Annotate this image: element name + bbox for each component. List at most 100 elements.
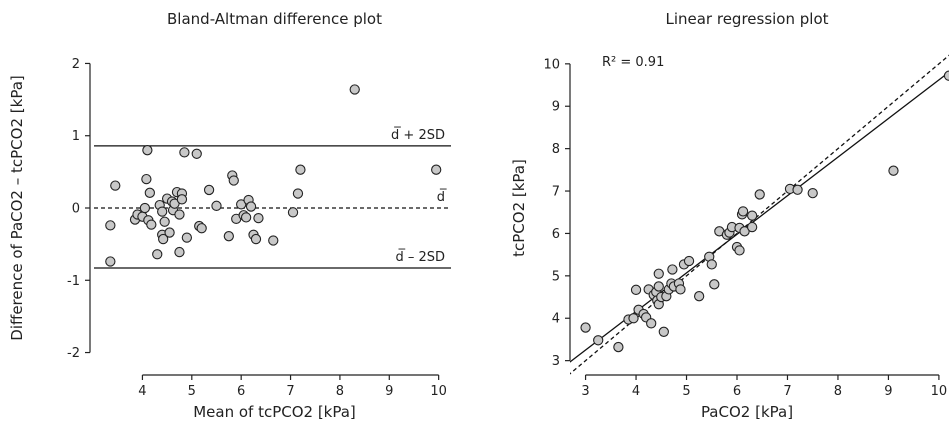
data-point xyxy=(141,173,152,185)
regression-x-tick-label: 7 xyxy=(783,384,791,399)
regression-x-tick-label: 4 xyxy=(632,384,640,399)
data-point xyxy=(431,164,442,175)
data-point xyxy=(152,249,163,260)
data-point xyxy=(683,255,695,267)
data-point xyxy=(176,194,188,205)
bland-altman-x-tick-label: 4 xyxy=(138,384,146,399)
data-point xyxy=(653,268,664,279)
bland-altman-x-tick-label: 10 xyxy=(430,384,447,399)
regression-x-tick-label: 6 xyxy=(733,384,741,399)
data-point xyxy=(667,264,678,275)
regression-y-tick-label: 8 xyxy=(552,142,560,157)
data-point xyxy=(593,335,604,346)
data-point xyxy=(191,148,202,159)
data-point xyxy=(211,200,222,211)
data-point xyxy=(236,199,247,210)
regression-y-tick-label: 10 xyxy=(543,57,560,72)
data-point xyxy=(228,175,239,186)
bland-altman-x-tick-label: 9 xyxy=(385,384,393,399)
bland-altman-reference-lines: d̅ + 2SD d̅ d̅ – 2SD xyxy=(94,126,451,269)
data-point xyxy=(181,232,193,243)
data-point xyxy=(196,223,207,234)
data-point xyxy=(174,246,185,258)
data-point xyxy=(240,212,252,223)
data-point xyxy=(630,284,642,295)
bland-altman-y-tick-label: 0 xyxy=(72,202,80,217)
data-point xyxy=(706,259,717,270)
data-point xyxy=(179,147,190,158)
bland-altman-y-tick-label: -1 xyxy=(67,274,80,289)
data-point xyxy=(658,326,669,337)
regression-y-tick-label: 5 xyxy=(552,269,560,284)
regression-y-tick-label: 7 xyxy=(552,185,560,200)
bland-altman-y-tick-label: -2 xyxy=(67,346,80,361)
data-point xyxy=(746,221,758,233)
data-point xyxy=(164,227,175,238)
data-point xyxy=(203,184,215,196)
data-point xyxy=(110,180,121,191)
bland-altman-line-label: d̅ + 2SD xyxy=(391,126,445,142)
bland-altman-y-tick-label: 1 xyxy=(72,129,80,144)
regression-y-tick-label: 9 xyxy=(552,100,560,115)
data-point xyxy=(250,233,262,245)
regression-points xyxy=(580,70,949,353)
regression-x-axis-label: PaCO2 [kPa] xyxy=(701,403,793,421)
bland-altman-x-tick-label: 7 xyxy=(286,384,294,399)
data-point xyxy=(653,281,664,292)
data-point xyxy=(295,164,306,175)
data-point xyxy=(792,184,803,195)
r-squared-annotation: R² = 0.91 xyxy=(602,55,664,70)
bland-altman-panel: Bland-Altman difference plot Mean of tcP… xyxy=(8,10,451,421)
data-point xyxy=(693,291,705,302)
bland-altman-y-axis-label: Difference of PaCO2 – tcPCO2 [kPa] xyxy=(8,75,26,340)
data-point xyxy=(943,70,949,81)
bland-altman-x-tick-label: 6 xyxy=(237,384,245,399)
bland-altman-x-axis-label: Mean of tcPCO2 [kPa] xyxy=(193,403,356,421)
data-point xyxy=(628,313,639,324)
data-point xyxy=(888,165,899,176)
data-point xyxy=(754,189,765,200)
data-point xyxy=(613,341,624,353)
data-point xyxy=(245,201,257,212)
bland-altman-points xyxy=(105,84,442,267)
data-point xyxy=(746,210,758,221)
data-point xyxy=(807,188,818,199)
data-point xyxy=(646,318,657,329)
bland-altman-x-tick-label: 5 xyxy=(188,384,196,399)
identity-line xyxy=(570,54,949,375)
regression-line xyxy=(570,71,949,363)
data-point xyxy=(159,216,170,227)
data-point xyxy=(105,256,116,267)
regression-y-tick-label: 6 xyxy=(552,227,560,242)
data-point xyxy=(675,284,686,295)
regression-y-axis-label: tcPCO2 [kPa] xyxy=(510,159,528,257)
data-point xyxy=(139,202,151,214)
regression-axes: 3 4 5 6 7 8 9 10 3 4 5 6 7 8 9 10 xyxy=(543,57,947,399)
data-point xyxy=(146,219,157,230)
data-point xyxy=(734,245,745,256)
bland-altman-x-tick-label: 8 xyxy=(336,384,344,399)
data-point xyxy=(223,231,234,242)
bland-altman-axes: 4 5 6 7 8 9 10 -2 -1 0 1 2 xyxy=(67,57,447,399)
regression-y-tick-label: 3 xyxy=(552,354,560,369)
regression-lines xyxy=(570,54,949,375)
regression-panel: Linear regression plot PaCO2 [kPa] tcPCO… xyxy=(510,10,949,421)
regression-x-tick-label: 9 xyxy=(884,384,892,399)
data-point xyxy=(292,188,304,199)
regression-x-tick-label: 10 xyxy=(931,384,948,399)
regression-x-tick-label: 3 xyxy=(581,384,589,399)
data-point xyxy=(268,235,279,246)
data-point xyxy=(349,84,360,95)
data-point xyxy=(253,212,264,224)
data-point xyxy=(105,220,116,231)
data-point xyxy=(580,322,591,333)
regression-y-tick-label: 4 xyxy=(552,312,560,327)
bland-altman-line-label: d̅ xyxy=(437,189,448,205)
data-point xyxy=(287,207,299,218)
regression-title: Linear regression plot xyxy=(665,10,828,28)
data-point xyxy=(169,198,180,209)
data-point xyxy=(174,209,185,220)
bland-altman-title: Bland-Altman difference plot xyxy=(167,10,382,28)
data-point xyxy=(144,187,155,198)
